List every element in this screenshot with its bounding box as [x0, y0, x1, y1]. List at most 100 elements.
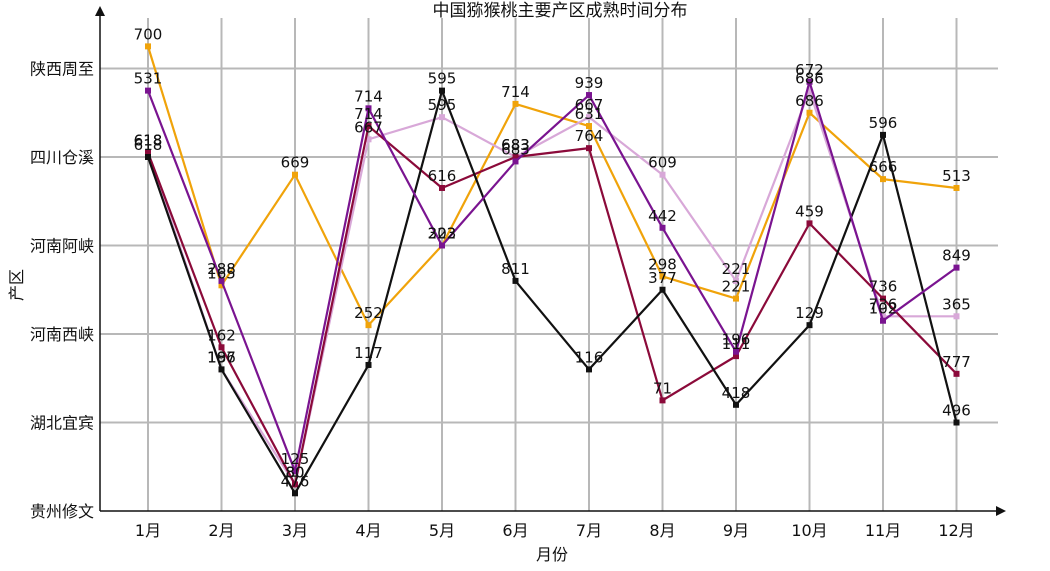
series-point	[880, 131, 886, 138]
chart-title: 中国猕猴桃主要产区成熟时间分布	[433, 0, 688, 21]
data-label: 595	[428, 70, 457, 88]
series-point	[292, 171, 298, 178]
data-label: 683	[501, 140, 530, 158]
series-point	[953, 184, 960, 191]
x-tick-label: 6月	[502, 521, 528, 540]
series-point	[218, 282, 225, 289]
series-point	[439, 114, 445, 121]
data-label: 298	[648, 255, 677, 273]
series-point	[806, 322, 813, 329]
series-point	[733, 401, 739, 408]
series-point	[953, 419, 960, 426]
data-label: 686	[795, 70, 824, 88]
x-tick-label: 2月	[208, 521, 234, 540]
y-tick-label: 四川仓溪	[30, 148, 94, 167]
data-label: 496	[942, 402, 971, 420]
data-label: 618	[134, 132, 163, 150]
series-point	[365, 361, 372, 368]
y-tick-label: 湖北宜宾	[30, 414, 94, 433]
data-label: 162	[207, 326, 236, 344]
data-label: 365	[942, 295, 971, 313]
series-point	[880, 317, 886, 324]
data-label: 377	[648, 269, 677, 287]
series-point	[733, 277, 739, 284]
data-label: 672	[795, 61, 824, 79]
data-label: 595	[428, 96, 457, 114]
y-tick-label: 陕西周至	[30, 60, 94, 79]
tick-labels: 1月 2月 3月 4月 5月 6月 7月 8月 9月 10月 11月 12月 贵州修文 湖北宜宾 河南西峡 河…	[30, 60, 975, 541]
data-label: 476	[281, 472, 310, 490]
series-point	[806, 87, 813, 94]
data-label: 80	[285, 463, 304, 481]
data-label: 736	[869, 295, 898, 313]
data-label: 667	[354, 118, 383, 136]
data-label: 714	[354, 87, 383, 105]
data-labels: 700 165 669 252 223 714 631 298 221 686 666 513 618 1…	[134, 25, 971, 490]
data-label: 116	[575, 348, 604, 366]
data-label: 777	[942, 353, 971, 371]
series-point	[953, 370, 960, 377]
data-label: 196	[207, 348, 236, 366]
data-label: 764	[575, 127, 604, 145]
series-point	[586, 366, 592, 373]
data-label: 596	[869, 114, 898, 132]
grid	[100, 18, 998, 511]
series-point	[880, 295, 886, 302]
x-tick-label: 1月	[135, 521, 161, 540]
data-label: 288	[207, 260, 236, 278]
data-label: 196	[722, 331, 751, 349]
series-line	[146, 80, 958, 473]
series-point	[292, 468, 298, 475]
data-label: 667	[575, 96, 604, 114]
series-point	[586, 123, 592, 130]
data-label: 125	[281, 450, 310, 468]
series-point	[659, 171, 666, 178]
x-tick-label: 11月	[865, 521, 901, 540]
series-point	[439, 184, 445, 191]
y-tick-label: 贵州修文	[30, 502, 94, 521]
series-point	[292, 481, 298, 488]
series-point	[953, 313, 960, 320]
x-tick-label: 12月	[938, 521, 974, 540]
x-tick-label: 5月	[429, 521, 455, 540]
series-point	[733, 353, 739, 360]
x-tick-label: 10月	[791, 521, 827, 540]
x-tick-label: 9月	[723, 521, 749, 540]
series-point	[659, 286, 666, 293]
series-point	[512, 100, 519, 107]
data-label: 714	[354, 105, 383, 123]
series-point	[439, 87, 445, 94]
series-point	[880, 176, 886, 183]
data-label: 302	[428, 225, 457, 243]
data-label: 252	[354, 304, 383, 322]
series-point	[292, 490, 298, 497]
x-axis-label: 月份	[536, 545, 568, 564]
series-point	[586, 114, 592, 121]
series-point	[218, 277, 225, 284]
data-label: 811	[501, 260, 530, 278]
series-point	[145, 43, 151, 50]
series-point	[145, 149, 151, 156]
series	[145, 43, 960, 497]
x-tick-label: 3月	[282, 521, 308, 540]
series-point	[145, 87, 151, 94]
series-point	[806, 220, 813, 227]
data-label: 666	[869, 158, 898, 176]
data-label: 111	[722, 335, 751, 353]
series-point	[586, 92, 592, 99]
data-label: 129	[795, 304, 824, 322]
data-label: 616	[428, 167, 457, 185]
series-line	[146, 124, 958, 486]
data-label: 221	[722, 278, 751, 296]
data-label: 418	[722, 384, 751, 402]
data-label: 609	[648, 154, 677, 172]
data-label: 714	[501, 83, 530, 101]
series-point	[659, 273, 666, 280]
series-line	[146, 89, 958, 495]
data-label: 531	[134, 70, 163, 88]
series-point	[439, 242, 445, 249]
series-point	[512, 277, 519, 284]
y-axis-label: 产区	[7, 269, 26, 301]
